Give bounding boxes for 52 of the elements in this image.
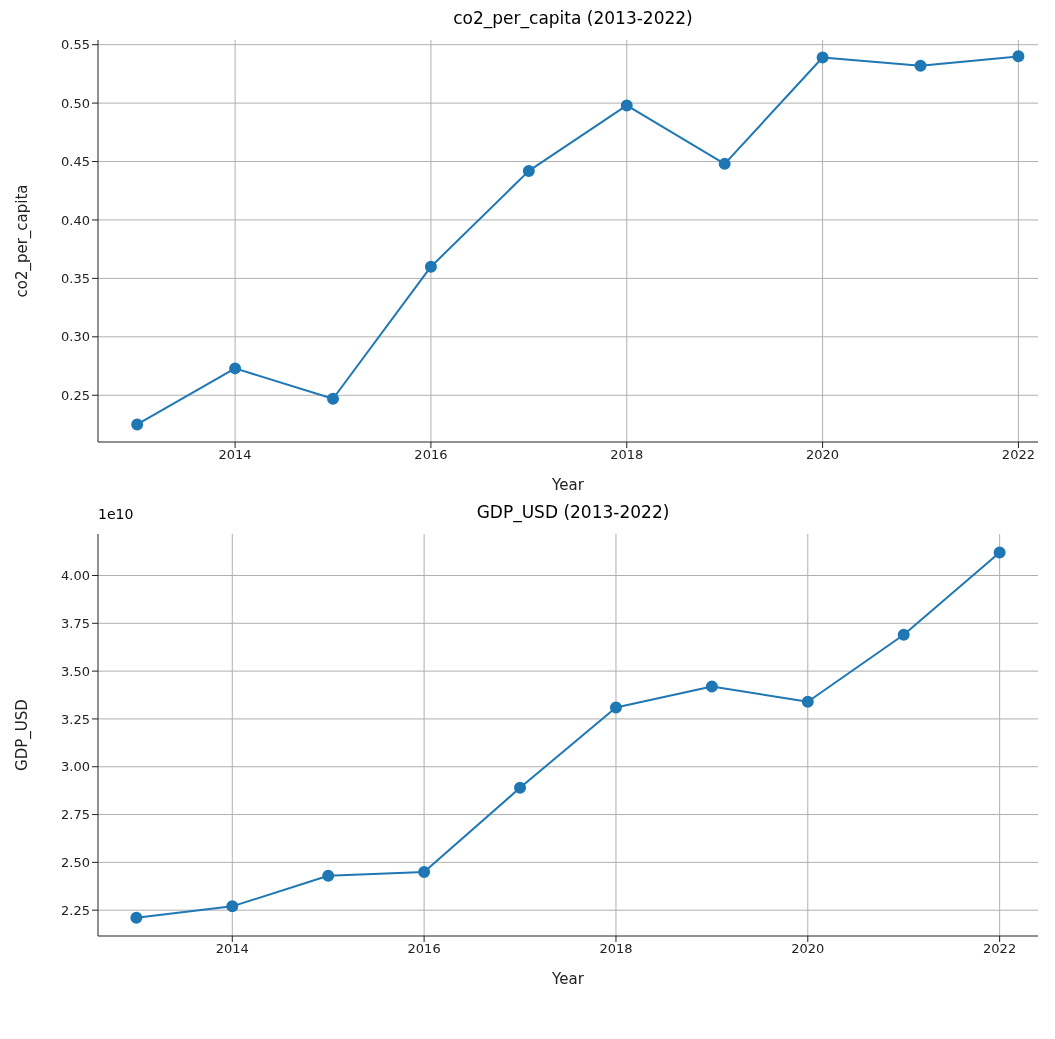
y-axis-title: co2_per_capita bbox=[13, 184, 33, 298]
x-axis-title: Year bbox=[551, 970, 585, 988]
point bbox=[418, 865, 431, 878]
point bbox=[718, 157, 731, 170]
y-tick-label: 2.50 bbox=[61, 854, 90, 870]
x-tick-label: 2020 bbox=[806, 447, 840, 463]
y-tick-label: 0.30 bbox=[61, 329, 90, 345]
y-tick-label: 0.55 bbox=[61, 37, 90, 53]
y-tick-label: 3.25 bbox=[61, 711, 90, 727]
point bbox=[609, 701, 622, 714]
x-tick-label: 2018 bbox=[610, 447, 644, 463]
x-tick-label: 2020 bbox=[791, 941, 825, 957]
point bbox=[914, 59, 927, 72]
y-tick-label: 0.50 bbox=[61, 95, 90, 111]
chart-title: GDP_USD (2013-2022) bbox=[476, 502, 670, 522]
point bbox=[816, 51, 829, 64]
x-tick-label: 2014 bbox=[215, 941, 249, 957]
x-tick-label: 2016 bbox=[414, 447, 448, 463]
point bbox=[897, 628, 910, 641]
x-tick-label: 2016 bbox=[407, 941, 441, 957]
y-tick-label: 3.75 bbox=[61, 615, 90, 631]
point bbox=[993, 546, 1006, 559]
x-axis-title: Year bbox=[551, 476, 585, 494]
y-tick-label: 0.40 bbox=[61, 212, 90, 228]
point bbox=[801, 695, 814, 708]
y-tick-label: 3.00 bbox=[61, 759, 90, 775]
x-tick-label: 2014 bbox=[218, 447, 252, 463]
point bbox=[322, 869, 335, 882]
y-tick-label: 0.35 bbox=[61, 271, 90, 287]
y-tick-label: 0.25 bbox=[61, 387, 90, 403]
point bbox=[514, 781, 527, 794]
point bbox=[522, 164, 535, 177]
x-tick-label: 2022 bbox=[1001, 447, 1035, 463]
chart-title: co2_per_capita (2013-2022) bbox=[452, 8, 694, 31]
y-axis-title: GDP_USD bbox=[13, 699, 33, 771]
point bbox=[327, 392, 339, 405]
point bbox=[229, 362, 242, 375]
x-tick-label: 2018 bbox=[599, 941, 633, 957]
y-tick-label: 2.25 bbox=[61, 902, 90, 918]
point bbox=[1012, 50, 1025, 63]
point bbox=[620, 99, 633, 112]
y-tick-label: 3.50 bbox=[61, 663, 90, 679]
point bbox=[424, 260, 437, 273]
text: 1e10 bbox=[98, 506, 134, 522]
point bbox=[226, 900, 239, 913]
point bbox=[130, 911, 143, 924]
point bbox=[131, 418, 144, 431]
x-tick-label: 2022 bbox=[983, 941, 1017, 957]
y-tick-label: 4.00 bbox=[61, 568, 90, 584]
point bbox=[705, 680, 718, 693]
y-tick-label: 0.45 bbox=[61, 154, 90, 170]
y-tick-label: 2.75 bbox=[61, 807, 90, 823]
